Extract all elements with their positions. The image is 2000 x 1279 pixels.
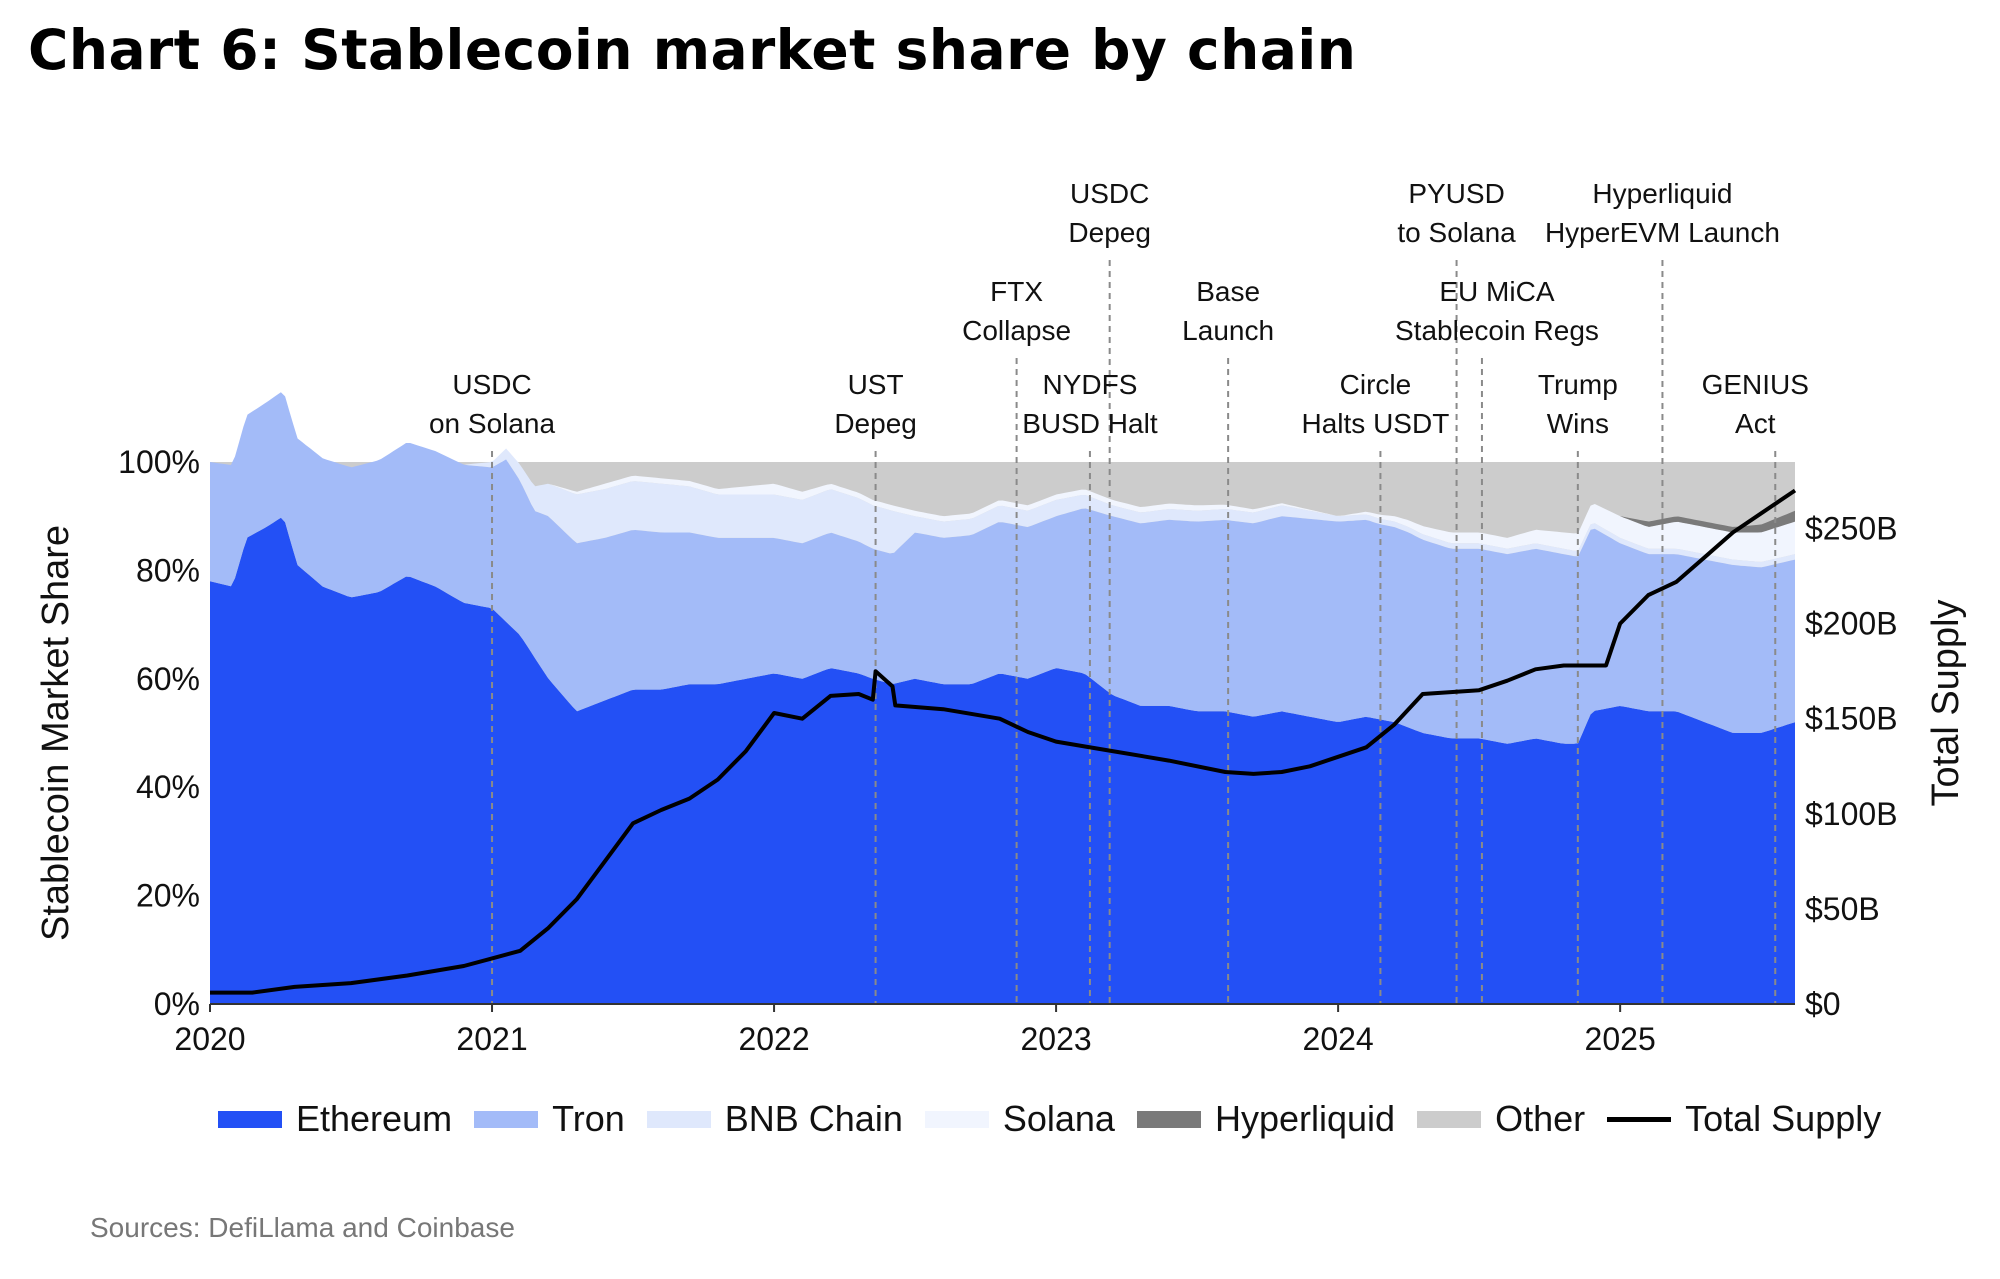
event-label: on Solana (429, 408, 556, 439)
y-tick-label-left: 0% (154, 986, 200, 1022)
y-tick-label-left: 20% (136, 878, 200, 914)
event-label: UST (848, 369, 904, 400)
y-tick-label-left: 80% (136, 552, 200, 588)
y-axis-title-left: Stablecoin Market Share (35, 525, 77, 941)
legend-label: Solana (1002, 1098, 1115, 1139)
y-tick-label-left: 100% (118, 444, 200, 480)
x-tick-label: 2020 (174, 1021, 245, 1057)
x-tick-label: 2023 (1020, 1021, 1091, 1057)
event-label: PYUSD (1408, 178, 1504, 209)
legend-item: Total Supply (1607, 1098, 1881, 1140)
supply-line-layer (210, 488, 1797, 995)
legend-item: Solana (924, 1098, 1115, 1140)
legend-label: Ethereum (296, 1098, 453, 1139)
area-layers (210, 392, 1795, 1004)
x-tick-label: 2024 (1303, 1021, 1374, 1057)
y-axis-title-right: Total Supply (1925, 599, 1967, 806)
legend-swatch (218, 1110, 282, 1128)
y-tick-label-left: 40% (136, 769, 200, 805)
event-label: Depeg (834, 408, 917, 439)
area-bnb-chain (210, 392, 1795, 568)
event-label: Base (1196, 276, 1260, 307)
event-label: USDC (1070, 178, 1149, 209)
x-tick-label: 2022 (738, 1021, 809, 1057)
legend-label: Other (1495, 1098, 1586, 1139)
legend-swatch (924, 1110, 989, 1128)
legend-swatch (1136, 1110, 1201, 1128)
legend-item: Other (1417, 1098, 1585, 1140)
legend-label: Total Supply (1685, 1098, 1882, 1139)
y-tick-label-right: $50B (1805, 891, 1880, 927)
event-guides (491, 260, 1777, 1004)
event-label: NYDFS (1042, 369, 1137, 400)
event-label: to Solana (1397, 217, 1516, 248)
area-tron (210, 392, 1795, 744)
event-label: Trump (1538, 369, 1618, 400)
legend-label: Tron (552, 1098, 625, 1139)
chart-title: Chart 6: Stablecoin market share by chai… (28, 18, 1357, 82)
event-label: Depeg (1068, 217, 1151, 248)
legend-swatch (1607, 1116, 1672, 1122)
y-tick-label-right: $200B (1805, 606, 1898, 642)
x-tick-label: 2025 (1585, 1021, 1656, 1057)
y-tick-label-right: $250B (1805, 511, 1898, 547)
y-tick-label-right: $150B (1805, 701, 1898, 737)
legend: Ethereum Tron BNB Chain Solana Hyperliquid Ot… (218, 1098, 1903, 1140)
source-note: Sources: DefiLlama and Coinbase (90, 1212, 515, 1243)
y-tick-label-left: 60% (136, 661, 200, 697)
area-solana (210, 392, 1795, 562)
legend-item: Tron (474, 1098, 625, 1140)
legend-swatch (1417, 1110, 1482, 1128)
y-tick-label-right: $100B (1805, 796, 1898, 832)
legend-swatch (646, 1110, 711, 1128)
total-supply-line (210, 488, 1797, 995)
legend-item: BNB Chain (646, 1098, 903, 1140)
event-labels: USDC on Solana UST Depeg FTX Collapse NYDFS BUS… (429, 178, 1809, 439)
event-label: Circle (1340, 369, 1412, 400)
axes: 0% 20% 40% 60% 80% 100% $0 $50B $100B $150B $200B $… (35, 444, 1967, 1057)
area-ethereum (210, 517, 1795, 1004)
event-label: Halts USDT (1302, 408, 1450, 439)
legend-label: Hyperliquid (1214, 1098, 1396, 1139)
event-label: Collapse (962, 315, 1071, 346)
event-label: Hyperliquid (1592, 178, 1732, 209)
event-label: FTX (990, 276, 1043, 307)
event-label: Wins (1547, 408, 1609, 439)
event-label: HyperEVM Launch (1545, 217, 1780, 248)
legend-item: Hyperliquid (1136, 1098, 1396, 1140)
event-label: BUSD Halt (1022, 408, 1158, 439)
y-tick-label-right: $0 (1805, 986, 1841, 1022)
legend-label: BNB Chain (724, 1098, 903, 1139)
legend-item: Ethereum (218, 1098, 452, 1140)
event-label: USDC (452, 369, 531, 400)
x-tick-label: 2021 (456, 1021, 527, 1057)
event-label: Launch (1182, 315, 1274, 346)
legend-swatch (474, 1110, 539, 1128)
event-label: EU MiCA (1439, 276, 1554, 307)
event-label: Act (1735, 408, 1776, 439)
event-label: GENIUS (1702, 369, 1809, 400)
event-label: Stablecoin Regs (1395, 315, 1599, 346)
